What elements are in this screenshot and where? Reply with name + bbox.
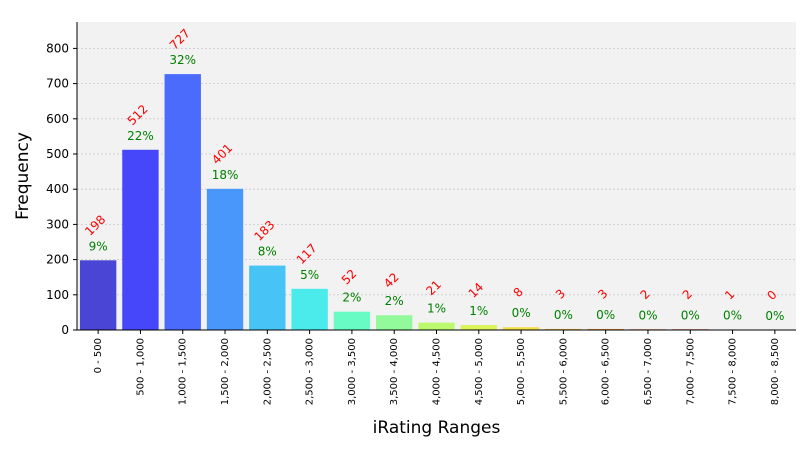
x-tick-label: 5,500 - 6,000 bbox=[558, 338, 569, 405]
bar bbox=[587, 328, 624, 330]
x-tick-label: 7,500 - 8,000 bbox=[728, 338, 739, 405]
percent-label: 22% bbox=[127, 129, 154, 143]
y-tick-label: 500 bbox=[46, 147, 69, 161]
x-tick-label: 7,000 - 7,500 bbox=[685, 338, 696, 405]
percent-label: 8% bbox=[258, 245, 277, 259]
y-axis-label: Frequency bbox=[13, 132, 33, 220]
x-tick-label: 4,500 - 5,000 bbox=[474, 338, 485, 405]
x-tick-label: 6,000 - 6,500 bbox=[601, 338, 612, 405]
bar bbox=[164, 74, 201, 330]
y-ticks: 0 100 200 300 400 500 600 700 800 bbox=[46, 41, 77, 337]
bar bbox=[545, 328, 582, 330]
x-tick-label: 5,000 - 5,500 bbox=[516, 338, 527, 405]
y-tick-label: 800 bbox=[46, 41, 69, 55]
x-tick-label: 8,000 - 8,500 bbox=[770, 338, 781, 405]
percent-labels: 9% 22% 32% 18% 8% 5% 2% 2% 1% 1% 0% 0% 0% 0% 0% 0% 0% bbox=[89, 53, 785, 323]
percent-label: 18% bbox=[212, 168, 239, 182]
x-tick-label: 3,500 - 4,000 bbox=[389, 338, 400, 405]
y-tick-label: 600 bbox=[46, 112, 69, 126]
x-ticks: 0 - 500 500 - 1,000 1,000 - 1,500 1,500 - 2… bbox=[93, 330, 781, 405]
percent-label: 5% bbox=[300, 268, 319, 282]
percent-label: 0% bbox=[512, 306, 531, 320]
bar bbox=[376, 315, 413, 330]
x-tick-label: 4,000 - 4,500 bbox=[432, 338, 443, 405]
x-tick-label: 2,500 - 3,000 bbox=[305, 338, 316, 405]
bar bbox=[206, 188, 244, 330]
y-tick-label: 100 bbox=[46, 288, 69, 302]
percent-label: 1% bbox=[427, 302, 446, 316]
percent-label: 0% bbox=[596, 308, 615, 322]
bar bbox=[122, 149, 159, 330]
percent-label: 0% bbox=[765, 309, 784, 323]
percent-label: 0% bbox=[638, 308, 657, 322]
percent-label: 0% bbox=[681, 308, 700, 322]
bar bbox=[333, 311, 371, 330]
x-tick-label: 3,000 - 3,500 bbox=[347, 338, 358, 405]
bar bbox=[502, 327, 540, 330]
x-axis-label: iRating Ranges bbox=[373, 418, 501, 438]
bar bbox=[291, 288, 328, 330]
bar bbox=[79, 260, 117, 330]
x-tick-label: 500 - 1,000 bbox=[135, 338, 146, 396]
percent-label: 0% bbox=[554, 308, 573, 322]
percent-label: 1% bbox=[469, 304, 488, 318]
percent-label: 0% bbox=[723, 309, 742, 323]
bar bbox=[418, 322, 455, 330]
y-tick-label: 400 bbox=[46, 182, 69, 196]
x-tick-label: 0 - 500 bbox=[93, 338, 104, 373]
x-tick-label: 6,500 - 7,000 bbox=[643, 338, 654, 405]
percent-label: 32% bbox=[169, 53, 196, 67]
bars bbox=[79, 74, 751, 330]
y-tick-label: 0 bbox=[61, 323, 69, 337]
y-tick-label: 300 bbox=[46, 217, 69, 231]
x-tick-label: 2,000 - 2,500 bbox=[262, 338, 273, 405]
y-tick-label: 700 bbox=[46, 77, 69, 91]
percent-label: 9% bbox=[89, 239, 108, 253]
bar bbox=[460, 325, 497, 330]
y-tick-label: 200 bbox=[46, 253, 69, 267]
x-tick-label: 1,000 - 1,500 bbox=[178, 338, 189, 405]
percent-label: 2% bbox=[342, 291, 361, 305]
bar bbox=[249, 265, 286, 330]
x-tick-label: 1,500 - 2,000 bbox=[220, 338, 231, 405]
percent-label: 2% bbox=[385, 294, 404, 308]
